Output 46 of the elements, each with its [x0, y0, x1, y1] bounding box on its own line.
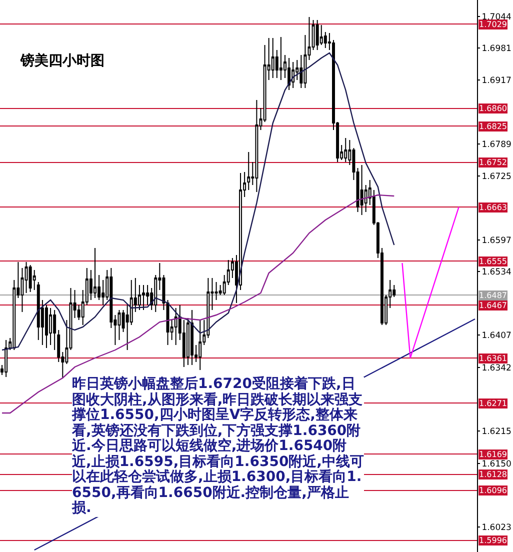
candlestick — [360, 164, 364, 216]
y-tick-label: 1.6534 — [482, 267, 512, 278]
candlestick — [292, 62, 295, 88]
candlestick — [174, 308, 178, 346]
y-tick-label: 1.6342 — [482, 363, 512, 374]
ref-line-label: 1.6860 — [479, 104, 507, 113]
candlestick — [53, 310, 56, 350]
ref-line-label: 1.6752 — [479, 158, 507, 167]
ref-line-label: 1.6663 — [479, 203, 507, 212]
candlestick — [190, 310, 194, 366]
ref-line-label: 1.6467 — [479, 301, 507, 310]
ref-line-label: 1.6825 — [479, 122, 507, 131]
y-tick-label: 1.6725 — [482, 172, 512, 182]
line-series — [1, 52, 395, 351]
y-tick-label: 1.6023 — [482, 522, 512, 533]
candlestick — [288, 58, 291, 90]
y-tick-label: 1.6789 — [482, 140, 512, 150]
ref-line-label: 1.6096 — [479, 486, 507, 495]
candlestick — [198, 320, 202, 370]
ref-line-label: 1.6487 — [479, 291, 507, 300]
text: 昨日英镑小幅盘整后1.6720受阻接着下跌,日图收大阴柱,从图形来看,昨日跌破长期以来强支撑位1.6550,四小时图呈V字反转形态,整体来看,英镑还没有下跌到位,下方强支撑1.6360附近.今日思路可以短线做空,进场价1.6540附近,止损1.6595,目标看向1.6350附近,中线可以在此轻仓尝试做多,止损1.6300,目标看向1.6550,再看向1.6650附近.控制仓量,严格止损. — [72, 376, 364, 516]
candlestick — [316, 20, 319, 50]
y-tick-label: 1.6917 — [482, 76, 512, 86]
ref-line-label: 1.5996 — [479, 536, 507, 545]
y-tick-label: 1.6407 — [482, 330, 512, 341]
text: 镑美四小时图 — [20, 52, 105, 69]
candlestick — [255, 100, 258, 192]
ref-line-label: 1.6128 — [479, 470, 507, 479]
candlestick — [4, 340, 8, 378]
ref-line-label: 1.7029 — [479, 20, 507, 29]
candlestick — [142, 284, 145, 310]
y-tick-label: 1.6981 — [482, 44, 512, 54]
y-tick-label: 1.6215 — [482, 426, 512, 437]
ref-line-label: 1.6555 — [479, 257, 507, 266]
candlestick — [271, 38, 274, 78]
ref-line-label: 1.6271 — [479, 399, 507, 408]
candlestick — [94, 248, 96, 298]
candlestick — [344, 138, 348, 162]
ref-line-label: 1.6169 — [479, 450, 507, 459]
candlestick — [28, 264, 32, 292]
y-tick-label: 1.6150 — [482, 459, 512, 470]
candlestick — [247, 152, 250, 190]
y-tick-label: 1.7044 — [482, 12, 512, 22]
ref-line-label: 1.6361 — [479, 354, 507, 363]
candlestick — [279, 36, 282, 80]
y-tick-label: 1.6597 — [482, 236, 512, 246]
